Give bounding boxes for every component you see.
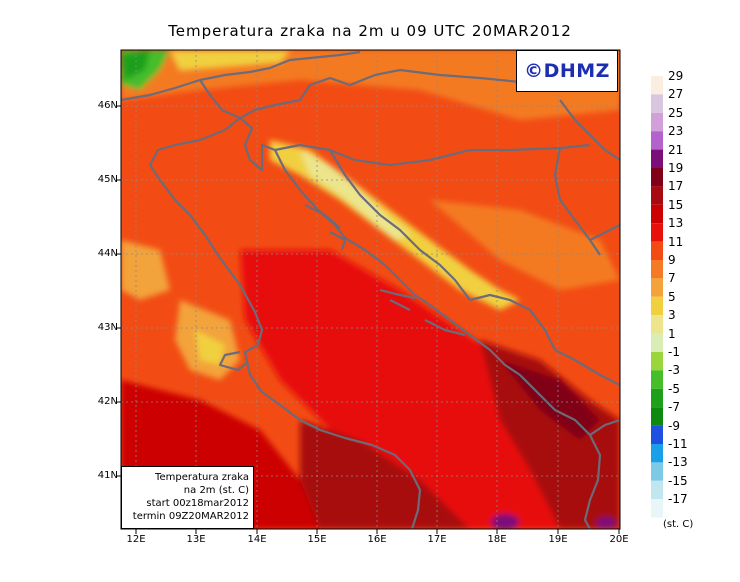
map-frame xyxy=(120,49,621,530)
legend-swatch xyxy=(651,388,663,408)
axis-ticks xyxy=(116,105,620,534)
legend-swatch xyxy=(651,260,663,279)
legend-label: 17 xyxy=(668,179,684,194)
legend-label: 29 xyxy=(668,69,684,83)
info-line-start: start 00z18mar2012 xyxy=(146,498,249,509)
lon-label-17e: 17E xyxy=(427,534,447,545)
legend-swatch xyxy=(651,149,663,168)
lat-label-44n: 44N xyxy=(97,248,118,259)
legend-swatch xyxy=(651,94,663,113)
legend-label: 21 xyxy=(668,142,684,157)
legend-swatch xyxy=(651,296,663,316)
lon-label-18e: 18E xyxy=(487,534,507,545)
legend-label: 1 xyxy=(668,326,676,341)
legend-swatch xyxy=(651,352,663,371)
lon-label-13e: 13E xyxy=(186,534,206,545)
dhmz-logo: ©DHMZ xyxy=(516,50,618,92)
legend-swatch xyxy=(651,462,663,481)
lat-label-46n: 46N xyxy=(97,100,118,111)
info-line-variable: Temperatura zraka xyxy=(155,472,249,483)
info-box: Temperatura zraka na 2m (st. C) start 00… xyxy=(121,466,254,529)
legend-swatch xyxy=(651,76,663,95)
legend-swatch xyxy=(651,112,663,132)
lon-label-15e: 15E xyxy=(307,534,327,545)
legend-swatch xyxy=(651,499,663,518)
map-title: Temperatura zraka na 2m u 09 UTC 20MAR20… xyxy=(168,22,572,40)
legend-label: 15 xyxy=(668,197,684,212)
legend-label: -5 xyxy=(668,381,680,396)
legend-label: 13 xyxy=(668,216,684,231)
legend-label: -1 xyxy=(668,345,680,359)
legend-swatch xyxy=(651,444,663,463)
legend-swatch xyxy=(651,168,663,187)
graticule xyxy=(121,50,620,529)
legend-swatch xyxy=(651,278,663,297)
lon-label-16e: 16E xyxy=(367,534,387,545)
legend-swatch xyxy=(651,333,663,352)
legend-swatch xyxy=(651,131,663,150)
legend-label: 11 xyxy=(668,234,684,249)
legend-swatch xyxy=(651,223,663,242)
legend-label: -3 xyxy=(668,363,680,378)
lat-label-43n: 43N xyxy=(97,322,118,333)
legend-swatch xyxy=(651,480,663,500)
lat-label-42n: 42N xyxy=(97,396,118,407)
legend-swatch xyxy=(651,241,663,260)
legend-label: -11 xyxy=(668,437,688,451)
temperature-field xyxy=(121,50,620,529)
legend-label: -15 xyxy=(668,473,688,488)
lon-label-19e: 19E xyxy=(548,534,568,545)
legend-swatch xyxy=(651,315,663,334)
legend-label: 5 xyxy=(668,289,676,304)
info-line-unit: na 2m (st. C) xyxy=(183,485,249,496)
coastlines xyxy=(121,50,620,529)
legend-swatch xyxy=(651,204,663,224)
legend-color-scale xyxy=(651,76,663,518)
legend-unit: (st. C) xyxy=(663,519,694,530)
lat-label-41n: 41N xyxy=(97,470,118,481)
info-line-termin: termin 09Z20MAR2012 xyxy=(132,511,249,522)
legend-label: -17 xyxy=(668,492,688,507)
legend-label: 23 xyxy=(668,124,684,139)
legend-label: 27 xyxy=(668,87,684,102)
legend-swatch xyxy=(651,186,663,205)
lat-label-45n: 45N xyxy=(97,174,118,185)
legend-label: -13 xyxy=(668,455,688,470)
legend-swatch xyxy=(651,407,663,426)
legend-label: 9 xyxy=(668,253,676,267)
legend-label: -7 xyxy=(668,400,680,415)
lon-label-14e: 14E xyxy=(247,534,267,545)
legend-swatch xyxy=(651,425,663,444)
legend-label: 19 xyxy=(668,161,684,175)
legend-label: 7 xyxy=(668,271,676,286)
legend-label: -9 xyxy=(668,418,680,433)
legend-label: 25 xyxy=(668,105,684,120)
legend-label: 3 xyxy=(668,308,676,323)
lon-label-12e: 12E xyxy=(126,534,146,545)
legend-swatch xyxy=(651,370,663,389)
lon-label-20e: 20E xyxy=(609,534,629,545)
